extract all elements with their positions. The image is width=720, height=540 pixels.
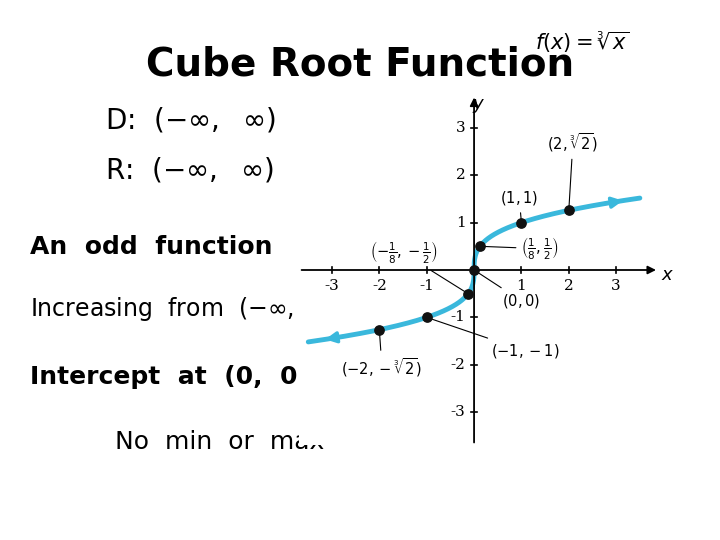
Text: -3: -3 (451, 405, 466, 419)
Text: 1: 1 (456, 215, 466, 230)
Text: Increasing  from  $(-\infty,\ \ \infty)$: Increasing from $(-\infty,\ \ \infty)$ (30, 295, 343, 323)
Text: $x$: $x$ (661, 266, 675, 284)
Point (563, 206, 575, 214)
Text: 3: 3 (611, 280, 621, 293)
Text: D:  $(-\infty,\ \ \infty)$: D: $(-\infty,\ \ \infty)$ (105, 105, 276, 134)
Text: 2: 2 (456, 168, 466, 183)
Text: -1: -1 (419, 280, 434, 293)
Text: $(-2, -\sqrt[3]{2})$: $(-2, -\sqrt[3]{2})$ (341, 333, 423, 379)
Point (421, 313, 433, 322)
Text: No  min  or  max: No min or max (115, 430, 324, 454)
Text: $y$: $y$ (472, 97, 485, 115)
Point (474, 242, 486, 251)
Point (462, 289, 474, 298)
Text: $(-1, -1)$: $(-1, -1)$ (429, 318, 559, 360)
Text: 3: 3 (456, 121, 466, 135)
Text: Intercept  at  (0,  0): Intercept at (0, 0) (30, 365, 309, 389)
Text: 2: 2 (564, 280, 574, 293)
Text: $\left(\frac{1}{8}, \frac{1}{2}\right)$: $\left(\frac{1}{8}, \frac{1}{2}\right)$ (482, 235, 559, 262)
Text: $\left(-\frac{1}{8}, -\frac{1}{2}\right)$: $\left(-\frac{1}{8}, -\frac{1}{2}\right)… (370, 240, 466, 292)
Text: $(2, \sqrt[3]{2})$: $(2, \sqrt[3]{2})$ (547, 131, 598, 207)
Text: $f(x) = \sqrt[3]{x}$: $f(x) = \sqrt[3]{x}$ (535, 30, 629, 55)
Point (374, 326, 385, 334)
Point (468, 266, 480, 274)
Text: 1: 1 (516, 280, 526, 293)
Text: An  odd  function: An odd function (30, 235, 272, 259)
Text: -2: -2 (372, 280, 387, 293)
Text: -1: -1 (451, 310, 466, 325)
Text: R:  $(-\infty,\ \ \infty)$: R: $(-\infty,\ \ \infty)$ (105, 155, 274, 184)
Text: Cube Root Function: Cube Root Function (146, 45, 574, 83)
Point (516, 218, 527, 227)
Text: -3: -3 (325, 280, 339, 293)
Text: -2: -2 (451, 357, 466, 372)
Text: $(0, 0)$: $(0, 0)$ (477, 272, 541, 310)
Text: $(1, 1)$: $(1, 1)$ (500, 189, 539, 220)
